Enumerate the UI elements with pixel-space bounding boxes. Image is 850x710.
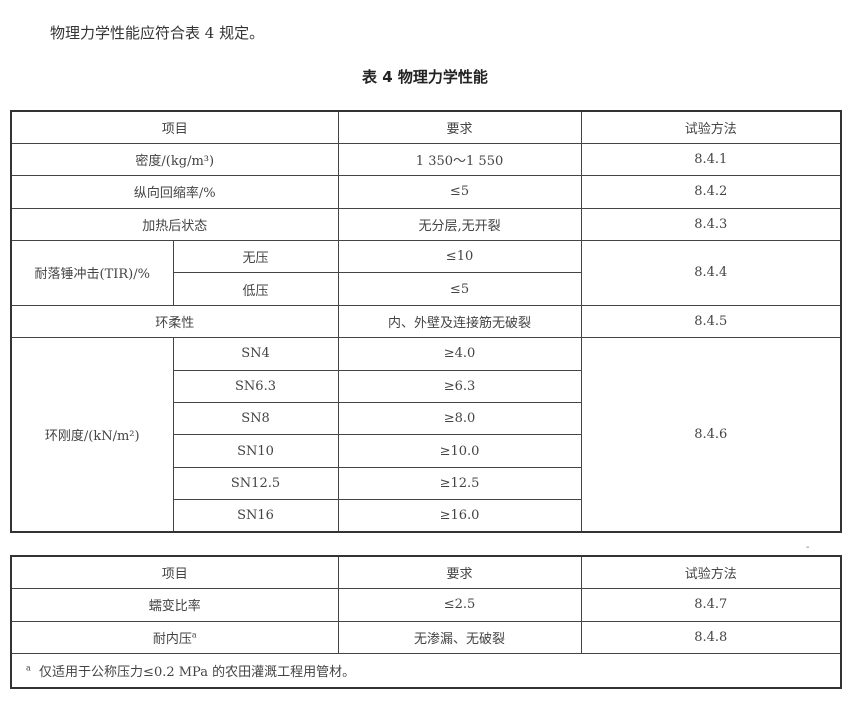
cell-requirement: ≤2.5 [337, 588, 582, 622]
cell-subitem: SN6.3 [172, 369, 339, 404]
cell-requirement: 无渗漏、无破裂 [337, 620, 582, 654]
footnote-row: a 仅适用于公称压力≤0.2 MPa 的农田灌溉工程用管材。 [10, 653, 842, 688]
header-method: 试验方法 [580, 555, 842, 589]
cell-requirement: ≥12.5 [337, 466, 582, 501]
table-header-row: 项目 要求 试验方法 [10, 555, 842, 589]
cell-item: 纵向回缩率/% [10, 175, 339, 209]
cell-method: 8.4.5 [580, 304, 842, 339]
properties-table: 项目 要求 试验方法 密度/(kg/m³) 1 350～1 550 8.4.1 … [10, 110, 843, 534]
cell-method: 8.4.3 [580, 207, 842, 242]
cell-subitem: SN4 [172, 337, 339, 371]
cell-method: 8.4.7 [580, 588, 842, 622]
cell-item: 环刚度/(kN/m²) [10, 337, 174, 533]
properties-table-continued: 项目 要求 试验方法 蠕变比率 ≤2.5 8.4.7 耐内压a 无渗漏、无破裂 … [10, 555, 842, 689]
cell-method: 8.4.4 [580, 240, 842, 306]
table-row: 环柔性 内、外壁及连接筋无破裂 8.4.5 [10, 304, 842, 339]
cell-subitem: SN16 [172, 499, 339, 533]
cell-subitem: SN10 [172, 434, 339, 468]
cell-item: 密度/(kg/m³) [10, 142, 339, 177]
cell-requirement: ≤5 [337, 175, 582, 209]
header-requirement: 要求 [337, 555, 582, 589]
table-row: 密度/(kg/m³) 1 350～1 550 8.4.1 [10, 142, 842, 177]
cell-item: 环柔性 [10, 304, 339, 339]
table-row: 蠕变比率 ≤2.5 8.4.7 [10, 588, 842, 622]
table-row: 环刚度/(kN/m²) SN4 ≥4.0 8.4.6 [10, 337, 842, 533]
cell-requirement: 无分层,无开裂 [337, 207, 582, 242]
page-mark: - [806, 542, 810, 553]
cell-requirement: ≥16.0 [337, 499, 582, 533]
cell-method: 8.4.6 [580, 337, 842, 533]
cell-requirement: 1 350～1 550 [337, 142, 582, 177]
cell-requirement: ≤10 [337, 240, 582, 274]
cell-subitem: SN8 [172, 402, 339, 436]
intro-paragraph: 物理力学性能应符合表 4 规定。 [50, 24, 265, 42]
cell-method: 8.4.2 [580, 175, 842, 209]
table-row: 耐落锤冲击(TIR)/% 无压 ≤10 8.4.4 [10, 240, 842, 306]
cell-requirement: ≥4.0 [337, 337, 582, 371]
footnote-text: 仅适用于公称压力≤0.2 MPa 的农田灌溉工程用管材。 [39, 664, 356, 680]
cell-requirement: 内、外壁及连接筋无破裂 [337, 304, 582, 339]
cell-requirement: ≥6.3 [337, 369, 582, 404]
header-item: 项目 [10, 555, 339, 589]
cell-requirement: ≥8.0 [337, 402, 582, 436]
footnote-mark: a [26, 663, 31, 673]
cell-method: 8.4.1 [580, 142, 842, 177]
cell-requirement: ≤5 [337, 272, 582, 306]
table-row: SN16 ≥16.0 [11, 499, 841, 533]
table-row: 低压 ≤5 [11, 272, 841, 306]
table-row: 耐内压a 无渗漏、无破裂 8.4.8 [10, 620, 842, 654]
table-row: SN6.3 ≥6.3 [11, 369, 841, 404]
table-row: SN10 ≥10.0 [11, 434, 841, 468]
item-text: 耐内压 [152, 631, 192, 647]
table-caption: 表 4 物理力学性能 [362, 68, 488, 86]
table-row: 加热后状态 无分层,无开裂 8.4.3 [10, 207, 842, 242]
footnote: a 仅适用于公称压力≤0.2 MPa 的农田灌溉工程用管材。 [10, 653, 842, 688]
cell-requirement: ≥10.0 [337, 434, 582, 468]
cell-item: 加热后状态 [10, 207, 339, 242]
table-row: SN12.5 ≥12.5 [11, 466, 841, 501]
table-row: SN8 ≥8.0 [11, 402, 841, 436]
table-row: 纵向回缩率/% ≤5 8.4.2 [10, 175, 842, 209]
cell-subitem: 无压 [172, 240, 339, 274]
header-item: 项目 [10, 110, 339, 144]
cell-item: 耐落锤冲击(TIR)/% [10, 240, 174, 306]
cell-item: 蠕变比率 [10, 588, 339, 622]
header-requirement: 要求 [337, 110, 582, 144]
footnote-ref: a [191, 630, 197, 640]
cell-subitem: 低压 [172, 272, 339, 306]
header-method: 试验方法 [580, 110, 842, 144]
table-header-row: 项目 要求 试验方法 [10, 110, 842, 144]
cell-item: 耐内压a [10, 620, 339, 654]
cell-method: 8.4.8 [580, 620, 842, 654]
cell-subitem: SN12.5 [172, 466, 339, 501]
